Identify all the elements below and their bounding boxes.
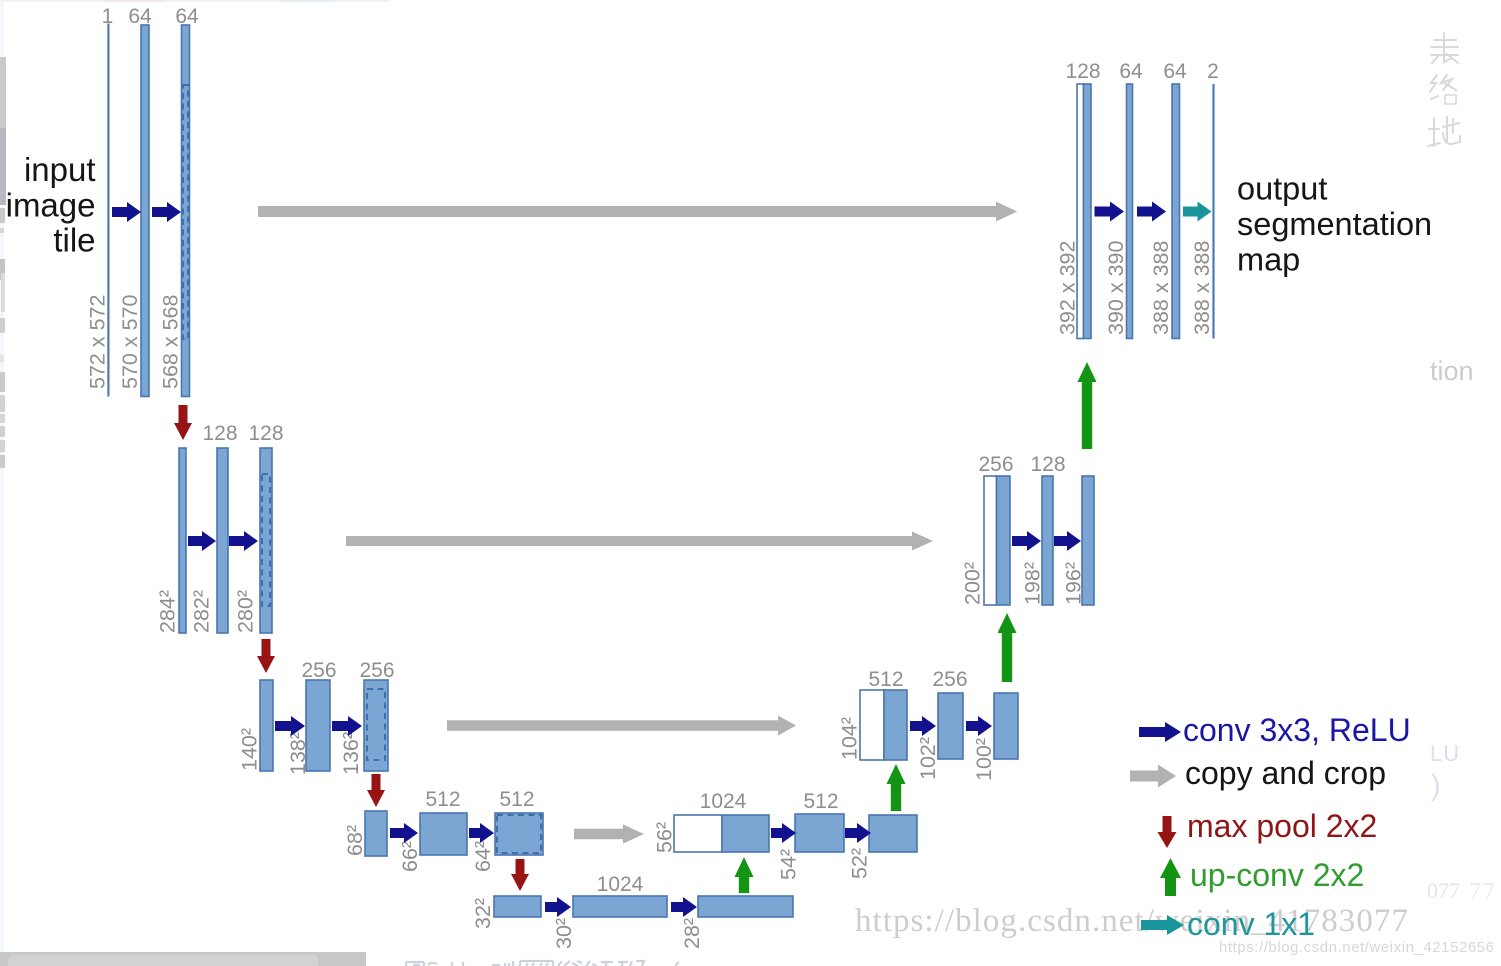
svg-text:segmentation: segmentation	[1237, 206, 1432, 242]
svg-text:1024: 1024	[597, 873, 644, 896]
svg-text:1: 1	[102, 5, 114, 28]
svg-text:up-conv 2x2: up-conv 2x2	[1190, 857, 1364, 893]
svg-text:output: output	[1237, 171, 1327, 207]
svg-text:128: 128	[1030, 453, 1065, 476]
svg-text:512: 512	[425, 788, 460, 811]
svg-text:28²: 28²	[680, 918, 704, 949]
svg-text:64²: 64²	[471, 841, 495, 872]
svg-text:conv 3x3, ReLU: conv 3x3, ReLU	[1183, 712, 1411, 748]
svg-text:196²: 196²	[1062, 562, 1086, 605]
svg-text:68²: 68²	[343, 825, 367, 856]
svg-text:image: image	[6, 187, 96, 224]
svg-text:52²: 52²	[848, 848, 872, 879]
svg-text:256: 256	[359, 659, 394, 682]
svg-text:128: 128	[248, 422, 283, 445]
svg-text:104²: 104²	[838, 717, 862, 760]
svg-text:2: 2	[1207, 60, 1219, 83]
svg-text:512: 512	[803, 790, 838, 813]
svg-text:64: 64	[128, 5, 152, 28]
svg-text:392 x 392: 392 x 392	[1056, 241, 1080, 335]
svg-text:64: 64	[1163, 60, 1187, 83]
svg-text:54²: 54²	[777, 849, 801, 880]
svg-text:max pool 2x2: max pool 2x2	[1187, 808, 1377, 844]
svg-text:256: 256	[301, 659, 336, 682]
svg-text:102²: 102²	[916, 737, 940, 780]
svg-text:66²: 66²	[398, 841, 422, 872]
svg-text:568 x 568: 568 x 568	[159, 295, 183, 389]
svg-text:100²: 100²	[972, 738, 996, 781]
svg-text:64: 64	[175, 5, 199, 28]
svg-text:572 x 572: 572 x 572	[86, 295, 110, 389]
svg-text:136²: 136²	[339, 732, 363, 775]
svg-text:140²: 140²	[238, 728, 262, 771]
svg-text:128: 128	[1065, 60, 1100, 83]
svg-text:198²: 198²	[1021, 562, 1045, 605]
svg-text:388 x 388: 388 x 388	[1149, 241, 1173, 335]
svg-text:256: 256	[932, 668, 967, 691]
svg-text:256: 256	[978, 453, 1013, 476]
svg-text:tile: tile	[53, 222, 95, 259]
svg-text:map: map	[1237, 242, 1300, 278]
svg-text:200²: 200²	[961, 562, 985, 605]
svg-text:64: 64	[1119, 60, 1143, 83]
svg-text:282²: 282²	[190, 590, 214, 633]
svg-text:388 x 388: 388 x 388	[1190, 241, 1214, 335]
svg-text:138²: 138²	[286, 732, 310, 775]
svg-text:390 x 390: 390 x 390	[1104, 241, 1128, 335]
svg-text:280²: 280²	[234, 590, 258, 633]
svg-text:input: input	[24, 151, 96, 188]
svg-text:56²: 56²	[653, 822, 677, 853]
svg-text:512: 512	[499, 788, 534, 811]
svg-text:570 x 570: 570 x 570	[118, 295, 142, 389]
svg-text:284²: 284²	[156, 590, 180, 633]
svg-text:copy and crop: copy and crop	[1185, 755, 1386, 791]
svg-text:128: 128	[202, 422, 237, 445]
svg-text:1024: 1024	[700, 790, 747, 813]
svg-text:30²: 30²	[552, 918, 576, 949]
svg-text:32²: 32²	[471, 898, 495, 929]
svg-text:conv 1x1: conv 1x1	[1187, 906, 1315, 942]
svg-text:512: 512	[868, 668, 903, 691]
